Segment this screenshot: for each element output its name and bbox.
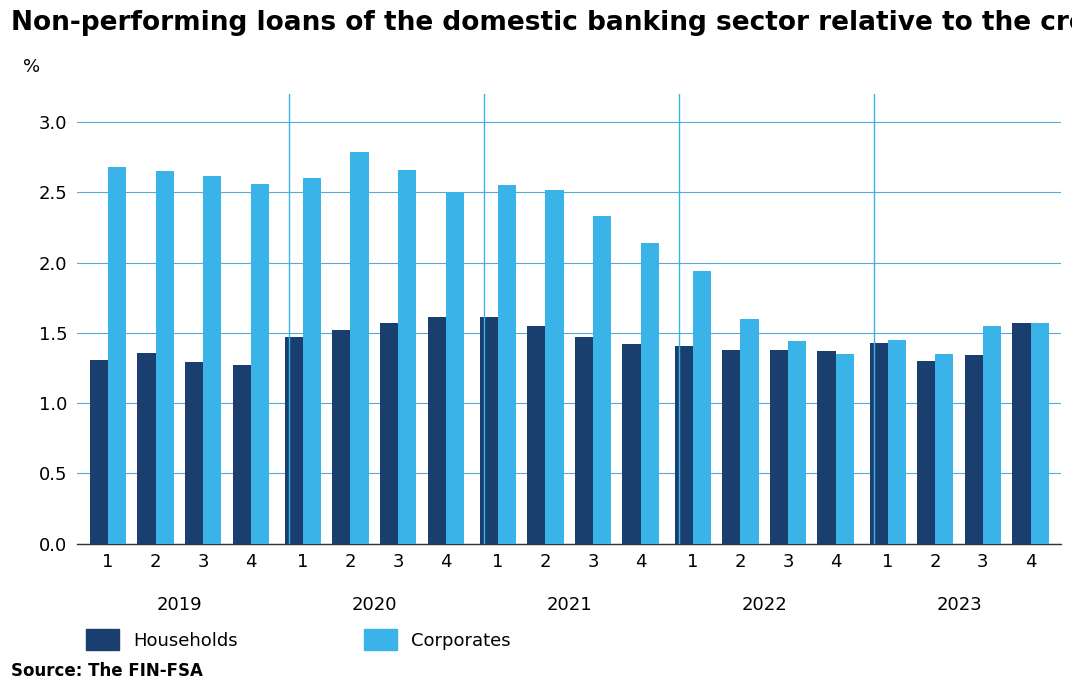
Text: Non-performing loans of the domestic banking sector relative to the credit stock: Non-performing loans of the domestic ban…	[11, 10, 1072, 36]
Text: 2022: 2022	[742, 597, 787, 615]
Bar	[137, 353, 155, 544]
Bar	[446, 192, 464, 544]
Bar	[641, 243, 658, 544]
Text: 2023: 2023	[936, 597, 982, 615]
Bar	[869, 343, 888, 544]
Bar	[527, 326, 546, 544]
Bar	[770, 350, 788, 544]
Bar	[546, 190, 564, 544]
Text: 2019: 2019	[157, 597, 203, 615]
Legend: Households, Corporates: Households, Corporates	[86, 629, 510, 650]
Bar	[1030, 323, 1048, 544]
Bar	[835, 354, 853, 544]
Bar	[983, 326, 1001, 544]
Bar	[90, 360, 108, 544]
Bar	[185, 362, 203, 544]
Bar	[888, 340, 906, 544]
Text: %: %	[24, 58, 40, 76]
Bar	[351, 152, 369, 544]
Bar	[203, 176, 221, 544]
Bar	[575, 337, 593, 544]
Bar	[332, 330, 351, 544]
Bar	[233, 365, 251, 544]
Bar	[155, 171, 174, 544]
Bar	[251, 184, 269, 544]
Bar	[693, 271, 711, 544]
Bar	[108, 167, 126, 544]
Bar	[818, 351, 835, 544]
Bar	[285, 337, 303, 544]
Bar	[398, 170, 416, 544]
Bar	[623, 344, 641, 544]
Bar	[1012, 323, 1030, 544]
Bar	[788, 342, 806, 544]
Text: 2021: 2021	[547, 597, 592, 615]
Bar	[379, 323, 398, 544]
Text: Source: The FIN-FSA: Source: The FIN-FSA	[11, 661, 203, 680]
Bar	[593, 216, 611, 544]
Bar	[497, 185, 516, 544]
Bar	[918, 361, 936, 544]
Bar	[965, 355, 983, 544]
Bar	[674, 346, 693, 544]
Text: 2020: 2020	[352, 597, 397, 615]
Bar	[480, 317, 497, 544]
Bar	[741, 319, 759, 544]
Bar	[723, 350, 741, 544]
Bar	[303, 178, 321, 544]
Bar	[428, 317, 446, 544]
Bar	[936, 354, 953, 544]
